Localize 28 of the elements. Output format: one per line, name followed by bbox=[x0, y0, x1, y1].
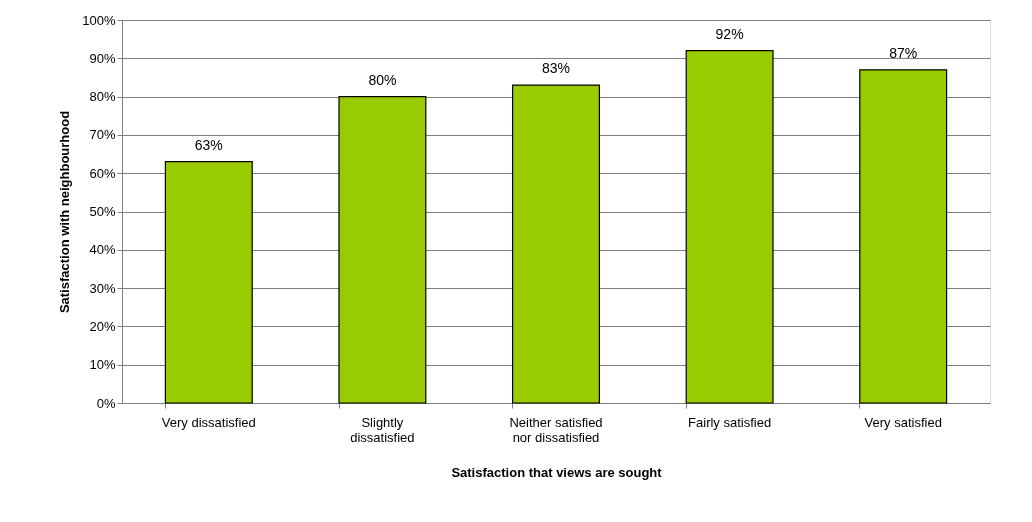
y-tick-label: 90% bbox=[89, 50, 116, 66]
bar bbox=[512, 84, 600, 404]
data-label: 92% bbox=[715, 25, 744, 42]
data-label: 87% bbox=[889, 44, 918, 61]
y-tick-label: 50% bbox=[89, 204, 116, 219]
data-label: 83% bbox=[541, 60, 571, 77]
y-tick-label: 20% bbox=[89, 318, 116, 334]
x-tick-label: Slightly dissatisfied bbox=[350, 414, 415, 445]
x-tick-label: Very satisfied bbox=[864, 414, 942, 430]
bar bbox=[338, 96, 427, 404]
x-tick-label: Fairly satisfied bbox=[688, 414, 772, 430]
x-tick-label: Neither satisfied nor dissatisfied bbox=[509, 414, 603, 445]
y-tick-label: 100% bbox=[82, 12, 116, 28]
y-tick-label: 40% bbox=[89, 242, 116, 258]
y-tick-label: 0% bbox=[96, 395, 116, 411]
y-tick-label: 70% bbox=[89, 127, 116, 143]
y-axis-title: Satisfaction with neighbourhood bbox=[57, 110, 73, 314]
data-label: 80% bbox=[368, 71, 397, 88]
x-axis-title: Satisfaction that views are sought bbox=[451, 464, 663, 480]
bar bbox=[685, 50, 774, 404]
bar bbox=[164, 161, 253, 404]
y-tick-label: 80% bbox=[89, 89, 116, 105]
bar bbox=[859, 69, 948, 404]
data-label: 63% bbox=[194, 136, 223, 153]
y-tick-label: 10% bbox=[89, 357, 116, 373]
y-tick-label: 60% bbox=[89, 165, 116, 181]
x-tick-label: Very dissatisfied bbox=[161, 414, 256, 430]
y-tick-label: 30% bbox=[89, 280, 116, 296]
